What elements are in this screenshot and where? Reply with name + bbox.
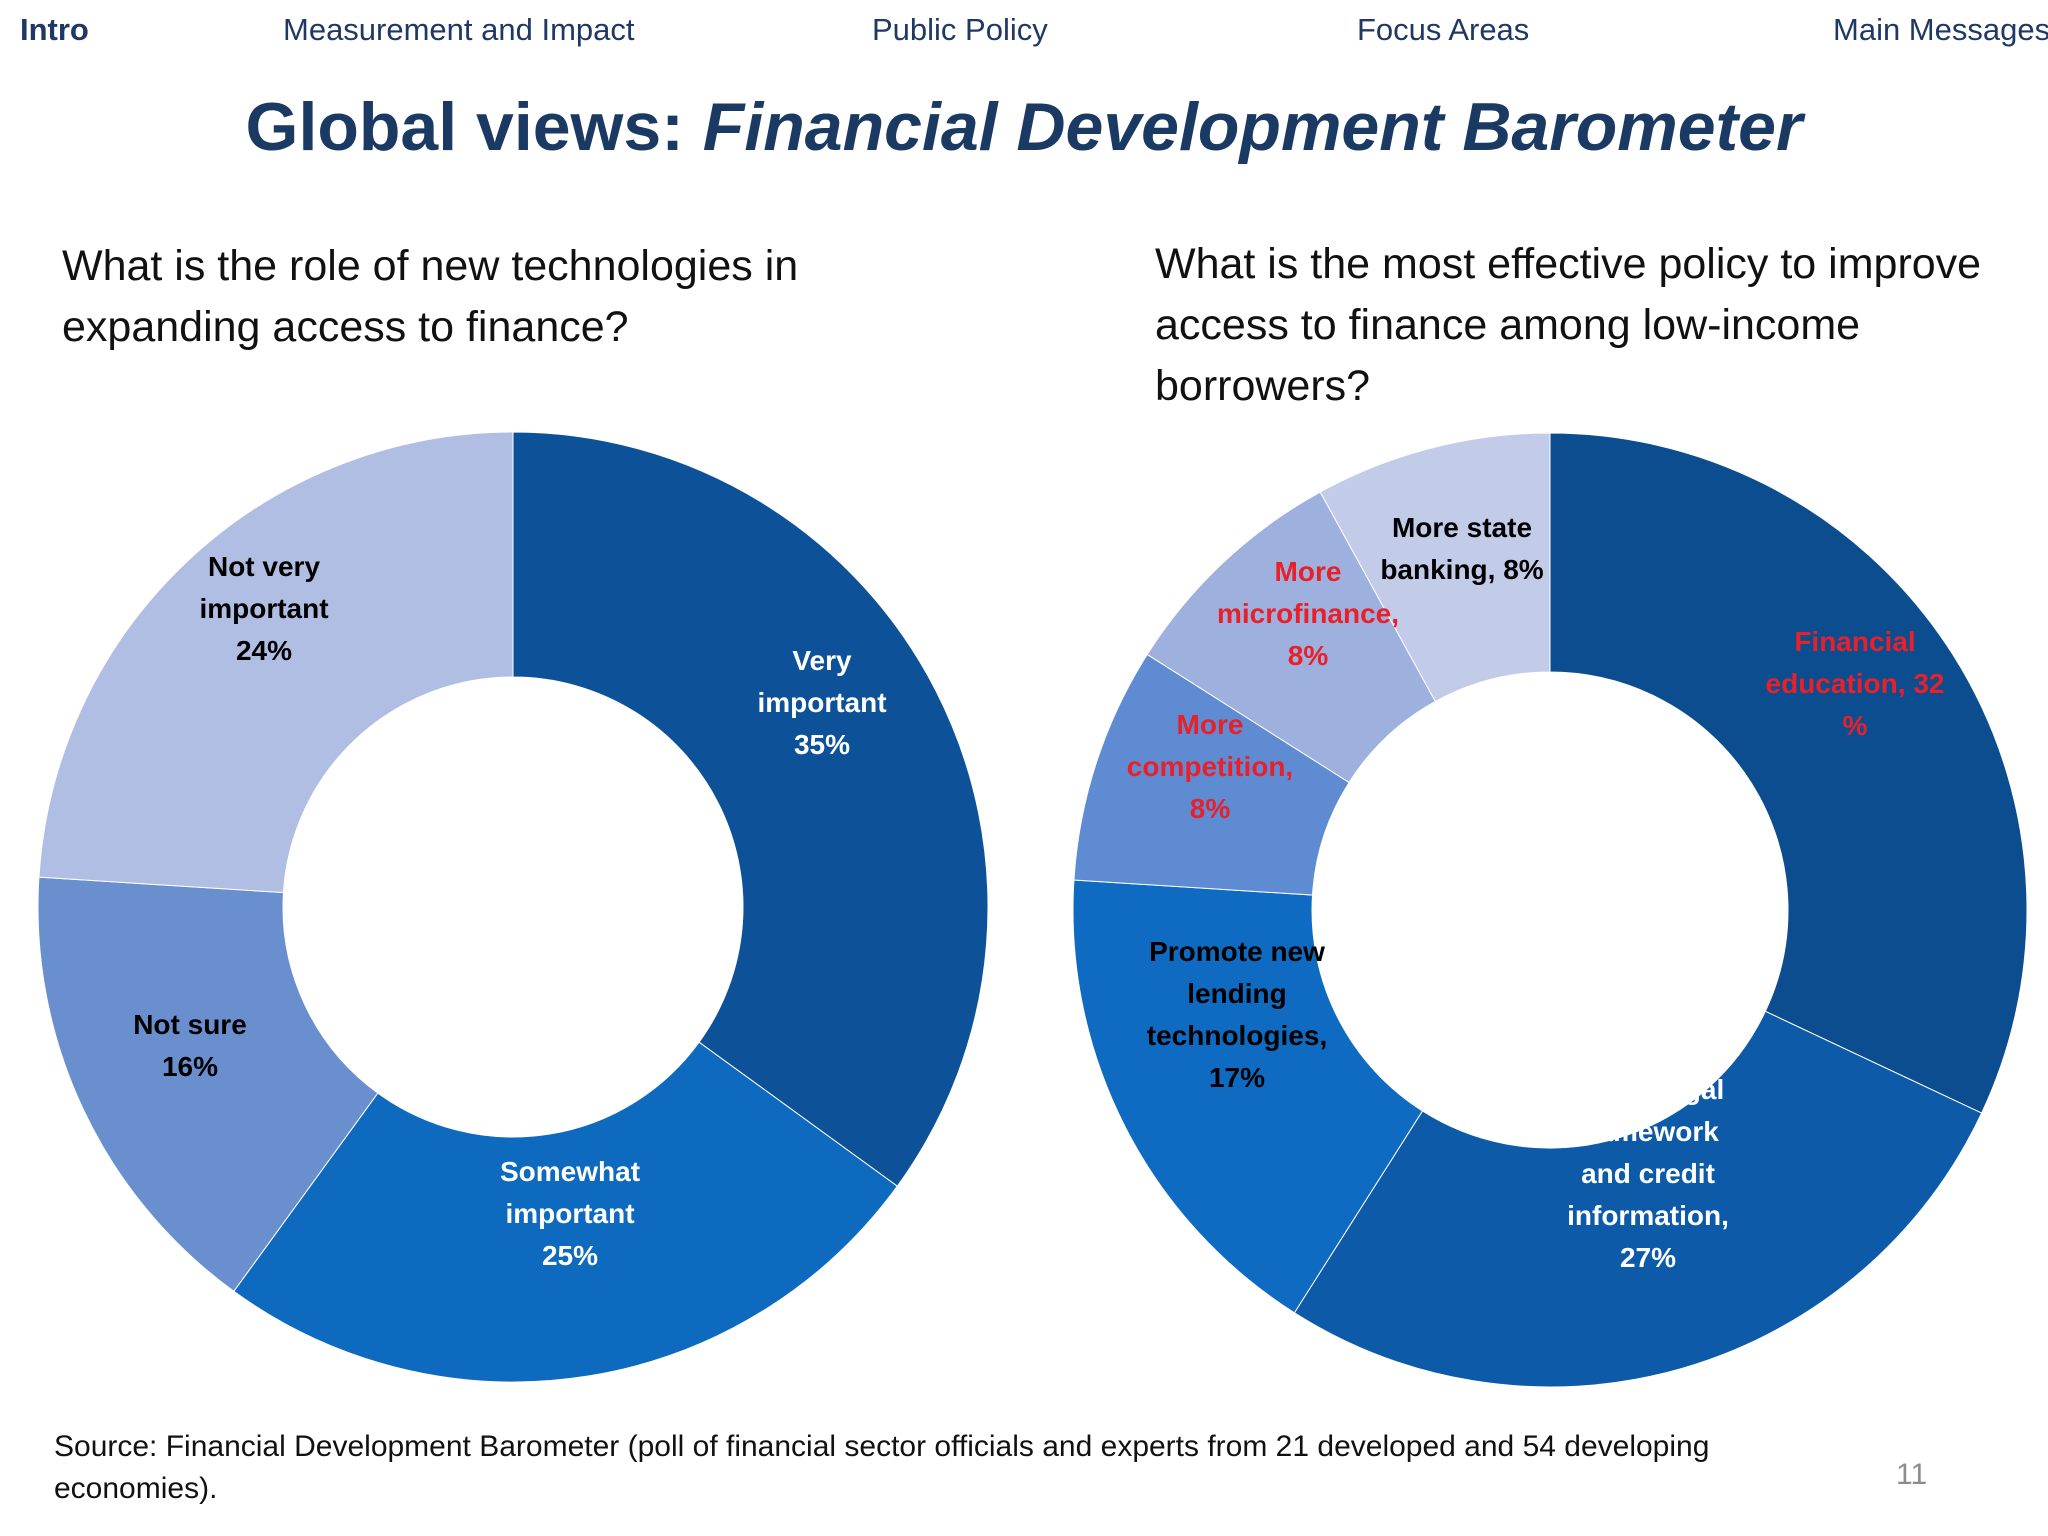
slice-label-somewhat-important: Somewhat important 25%	[500, 1156, 640, 1271]
chart-1-question: What is the role of new technologies in …	[62, 242, 799, 351]
nav-item-intro[interactable]: Intro	[20, 12, 89, 47]
slice-label-better-legal-framework-and-credit-information: Better legal framework and credit informati…	[1567, 1074, 1729, 1273]
nav-item-main-messages[interactable]: Main Messages	[1833, 12, 2048, 47]
nav-item-focus-areas[interactable]: Focus Areas	[1357, 12, 1530, 47]
nav-item-measurement-and-impact[interactable]: Measurement and Impact	[283, 12, 635, 47]
slide-title-emphasis: Financial Development Barometer	[702, 89, 1803, 165]
nav-item-public-policy[interactable]: Public Policy	[872, 12, 1048, 47]
slice-financial-education	[1549, 432, 2028, 1114]
slice-label-more-state-banking: More state banking, 8%	[1380, 512, 1543, 585]
chart-2-question: What is the most effective policy to imp…	[1155, 240, 1982, 410]
donut-chart-policy: Financial education, 32 % Better legal frame…	[1072, 432, 2028, 1388]
slice-label-not-very-important: Not very important 24%	[199, 551, 328, 666]
slice-not-very-important	[38, 431, 514, 894]
donut-charts: Very important 35% Somewhat important 25% Not …	[37, 431, 2028, 1388]
slice-better-legal-framework-and-credit-information	[1293, 1010, 1983, 1388]
slice-very-important	[512, 431, 989, 1187]
slice-label-more-microfinance: More microfinance, 8%	[1217, 556, 1399, 671]
slice-more-state-banking	[1319, 432, 1551, 703]
slice-label-very-important: Very important 35%	[757, 645, 886, 760]
slice-somewhat-important	[233, 1041, 898, 1383]
slice-label-promote-new-lending-technologies: Promote new lending technologies, 17%	[1147, 936, 1327, 1093]
slice-label-financial-education: Financial education, 32%	[1766, 626, 1945, 741]
slice-not-sure	[37, 876, 379, 1292]
slice-promote-new-lending-technologies	[1072, 879, 1424, 1314]
source-note: Source: Financial Development Barometer …	[54, 1430, 1710, 1505]
slice-label-not-sure: Not sure 16%	[133, 1009, 247, 1082]
donut-chart-technologies: Very important 35% Somewhat important 25% Not …	[37, 431, 989, 1383]
page-number: 11	[1896, 1458, 1928, 1491]
top-navigation: Intro Measurement and Impact Public Poli…	[0, 0, 2048, 70]
slide-title-prefix: Global views:	[245, 89, 703, 165]
slide-title: Global views: Financial Development Baro…	[0, 88, 2048, 166]
slice-label-more-competition: More competition, 8%	[1127, 709, 1293, 824]
